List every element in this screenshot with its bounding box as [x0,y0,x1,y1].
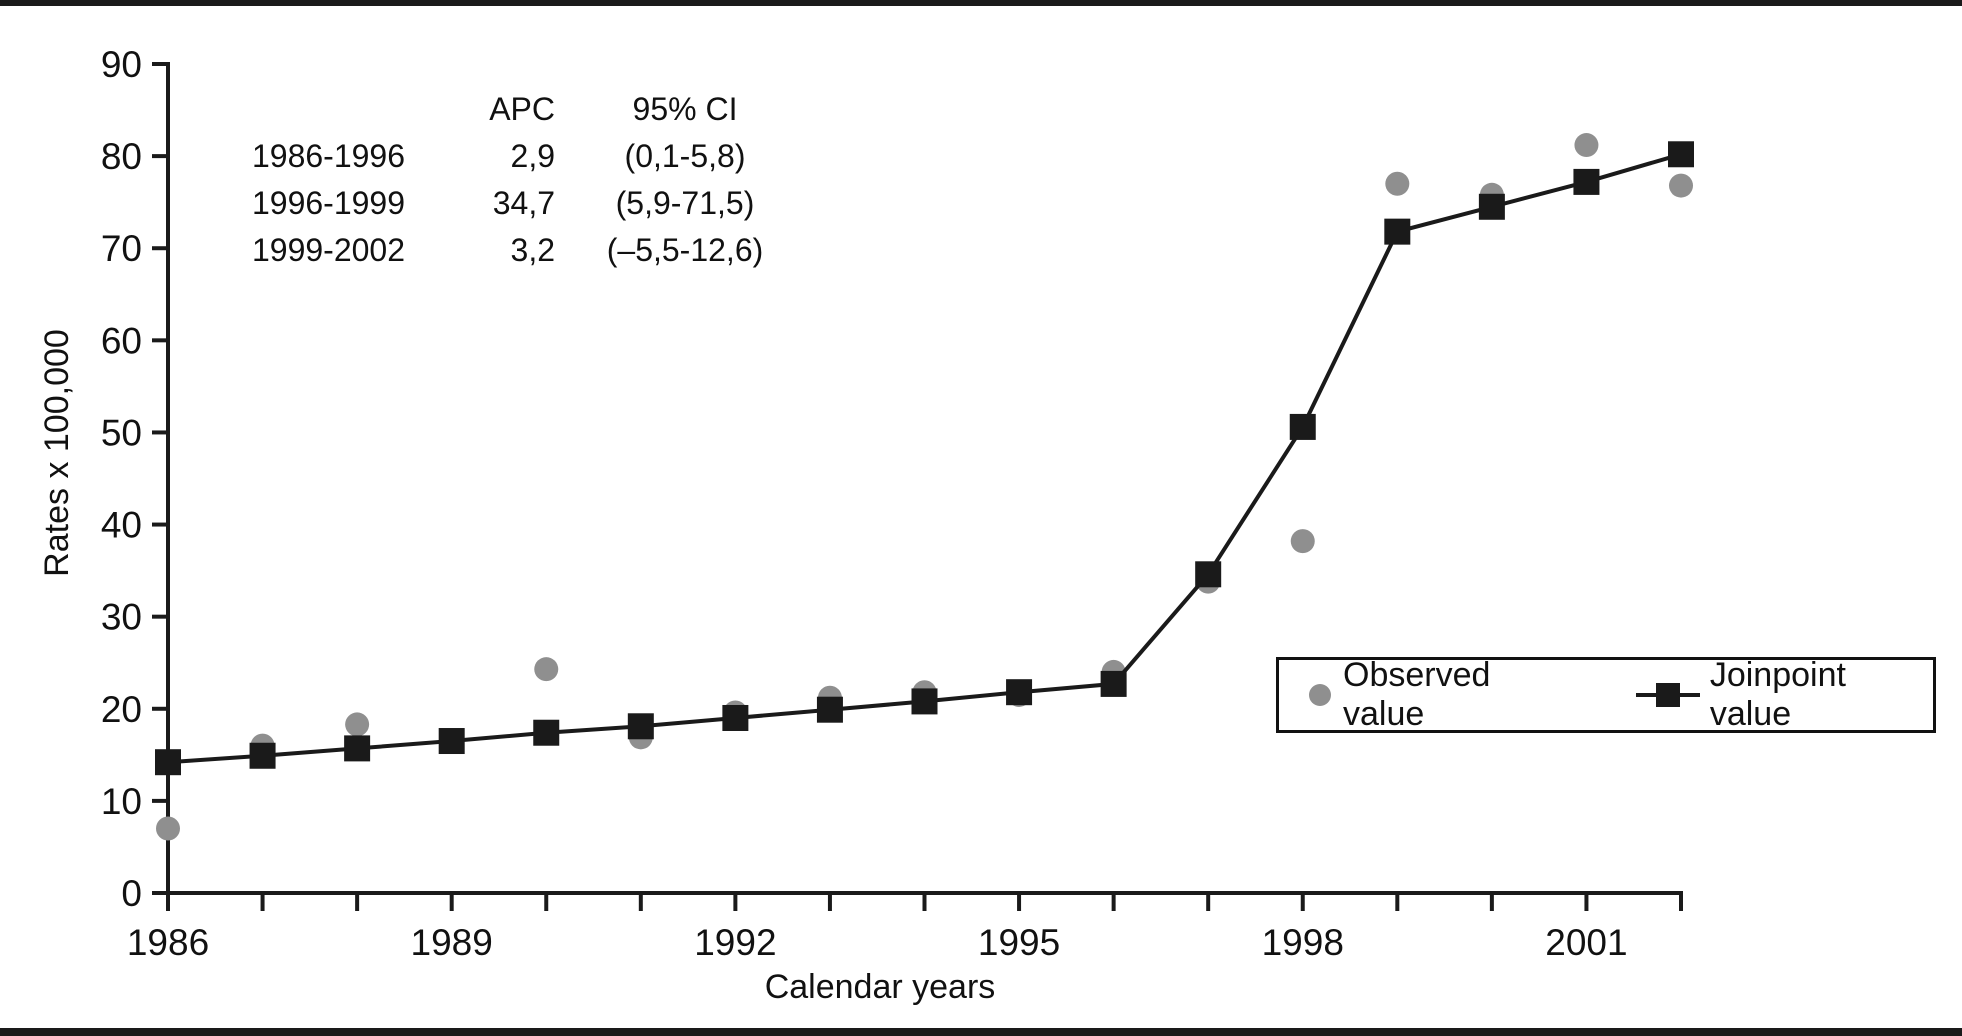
y-tick-label: 80 [101,136,142,177]
apc-row-ci: (–5,5-12,6) [606,232,764,268]
apc-row-period: 1999-2002 [251,232,405,268]
apc-row-value: 34,7 [492,185,555,221]
y-tick-label: 70 [101,228,142,269]
apc-table-header-spacer [225,86,405,133]
y-tick-label: 0 [121,873,142,914]
joinpoint-point [533,719,560,746]
joinpoint-point [627,713,654,740]
joinpoint-point [1195,561,1222,588]
observed-point [1290,529,1315,554]
x-tick-label: 1989 [411,922,493,963]
legend-joinpoint-label: Joinpoint value [1709,656,1846,733]
joinpoint-point [911,688,938,715]
top-border [0,0,1962,6]
apc-row-ci: (5,9-71,5) [615,185,755,221]
x-axis-title: Calendar years [764,968,996,1006]
apc-row-period: 1986-1996 [251,138,405,174]
bottom-border [0,1028,1962,1036]
legend-item-observed: Observed value [1309,656,1578,734]
observed-point [534,657,559,682]
y-tick-label: 60 [101,320,142,361]
observed-point [1669,173,1693,198]
x-tick-label: 1998 [1262,922,1344,963]
apc-row-period: 1996-1999 [251,185,405,221]
y-tick-label: 10 [101,781,142,822]
joinpoint-point [1289,413,1316,440]
x-tick-label: 1995 [978,922,1060,963]
joinpoint-marker-icon [1635,683,1700,707]
apc-row-value: 2,9 [510,138,555,174]
joinpoint-point [438,728,465,755]
joinpoint-point [344,735,371,762]
joinpoint-point [1384,218,1411,245]
legend: Observed value Joinpoint value [1276,656,1936,734]
observed-marker-icon [1309,684,1331,706]
y-tick-label: 20 [101,689,142,730]
y-tick-label: 90 [101,44,142,85]
legend-observed-label: Observed value [1343,656,1491,733]
apc-column-header: APC [489,91,555,127]
legend-item-joinpoint: Joinpoint value [1635,656,1933,734]
joinpoint-point [1478,193,1505,220]
y-tick-label: 30 [101,597,142,638]
observed-point [345,712,370,737]
observed-point [156,816,180,841]
joinpoint-point [1100,670,1127,697]
joinpoint-point [722,704,749,731]
joinpoint-point [249,742,276,769]
joinpoint-point [155,749,181,776]
joinpoint-point [816,696,843,723]
observed-point [1574,133,1599,158]
y-tick-label: 50 [101,412,142,453]
x-tick-label: 2001 [1545,922,1627,963]
y-axis-title: Rates x 100,000 [38,329,76,577]
apc-row-value: 3,2 [510,232,555,268]
apc-table: APC 95% CI 1986-1996 2,9 (0,1-5,8) 1996-… [225,86,815,274]
observed-point [1385,171,1410,196]
y-tick-label: 40 [101,505,142,546]
ci-column-header: 95% CI [632,91,738,127]
x-tick-label: 1992 [694,922,776,963]
apc-row-ci: (0,1-5,8) [624,138,746,174]
x-tick-label: 1986 [127,922,209,963]
joinpoint-point [1006,679,1033,706]
joinpoint-point [1573,168,1600,195]
joinpoint-point [1668,141,1694,168]
